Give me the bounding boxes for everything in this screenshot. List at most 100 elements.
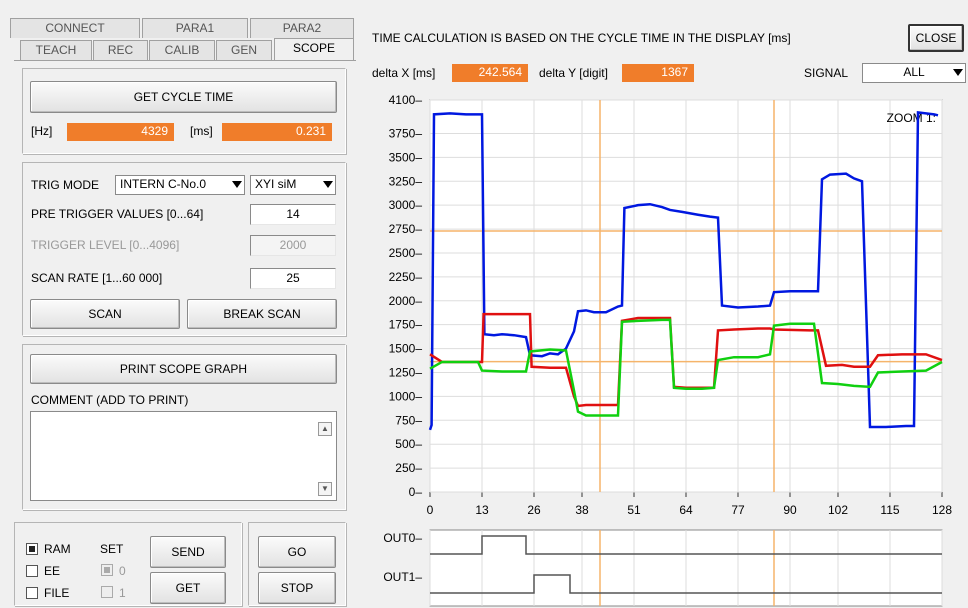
set0-label: 0 xyxy=(119,564,126,578)
out-signal-1 xyxy=(430,574,942,594)
ms-value: 0.231 xyxy=(222,123,332,141)
file-label: FILE xyxy=(44,586,70,600)
memory-panel xyxy=(14,522,242,606)
signal-select[interactable]: ALL xyxy=(862,63,966,83)
x-tick-label: 13 xyxy=(475,503,489,517)
chevron-down-icon xyxy=(323,181,333,188)
file-checkbox[interactable] xyxy=(26,587,38,599)
set-label: SET xyxy=(100,542,124,556)
trigger-panel xyxy=(22,162,346,336)
tab-para2[interactable]: PARA2 xyxy=(250,18,354,38)
y-tick-label: 750– xyxy=(395,413,422,427)
y-tick-label: 3250– xyxy=(389,174,423,188)
tab-scope[interactable]: SCOPE xyxy=(274,38,354,60)
cycle-panel xyxy=(22,68,346,154)
tab-para1[interactable]: PARA1 xyxy=(142,18,248,38)
trig-signal-value: XYI siM xyxy=(255,177,297,191)
x-tick-label: 51 xyxy=(627,503,641,517)
ms-label: [ms] xyxy=(190,124,213,138)
trig-mode-label: TRIG MODE xyxy=(31,178,99,192)
signal-value: ALL xyxy=(903,65,925,79)
ee-checkbox[interactable] xyxy=(26,565,38,577)
tab-calib[interactable]: CALIB xyxy=(149,40,215,60)
y-tick-label: 0– xyxy=(409,485,423,499)
tab-connect[interactable]: CONNECT xyxy=(10,18,140,38)
go-button[interactable]: GO xyxy=(258,536,336,568)
trigger-level-label: TRIGGER LEVEL [0...4096] xyxy=(31,238,180,252)
pre-trigger-input[interactable]: 14 xyxy=(250,204,336,225)
scroll-down-icon[interactable]: ▼ xyxy=(318,482,332,496)
comment-label: COMMENT (ADD TO PRINT) xyxy=(31,393,189,407)
scan-rate-input[interactable]: 25 xyxy=(250,268,336,289)
scope-chart[interactable]: 0 13 26 38 51 64 77 90 102 115 128 0– 250– 500– 750– 10… xyxy=(360,90,968,608)
delta-y-label: delta Y [digit] xyxy=(539,66,608,80)
scan-button[interactable]: SCAN xyxy=(30,299,180,329)
stop-button[interactable]: STOP xyxy=(258,572,336,604)
close-button[interactable]: CLOSE xyxy=(908,24,964,52)
send-button[interactable]: SEND xyxy=(150,536,226,568)
delta-y-value: 1367 xyxy=(622,64,694,82)
y-tick-label: 500– xyxy=(395,437,422,451)
chevron-down-icon xyxy=(232,181,242,188)
tab-gen[interactable]: GEN xyxy=(216,40,272,60)
comment-textarea[interactable]: ▲ ▼ xyxy=(30,411,337,501)
y-tick-label: 2750– xyxy=(389,222,423,236)
tab-rec[interactable]: REC xyxy=(93,40,148,60)
y-tick-label: 1250– xyxy=(389,365,423,379)
hz-value: 4329 xyxy=(67,123,174,141)
x-tick-label: 102 xyxy=(828,503,848,517)
x-tick-label: 0 xyxy=(427,503,434,517)
x-tick-label: 115 xyxy=(880,503,899,517)
signal-label: SIGNAL xyxy=(804,66,849,80)
delta-x-label: delta X [ms] xyxy=(372,66,436,80)
trigger-level-input[interactable]: 2000 xyxy=(250,235,336,256)
x-tick-label: 90 xyxy=(783,503,797,517)
y-tick-label: 2500– xyxy=(389,246,423,260)
y-tick-label: 3000– xyxy=(389,198,423,212)
scroll-up-icon[interactable]: ▲ xyxy=(318,422,332,436)
out-label: OUT0– xyxy=(383,531,422,545)
y-tick-label: 2250– xyxy=(389,270,423,284)
break-scan-button[interactable]: BREAK SCAN xyxy=(187,299,337,329)
y-tick-label: 250– xyxy=(395,461,422,475)
y-tick-label: 2000– xyxy=(389,294,423,308)
ram-checkbox[interactable] xyxy=(26,543,38,555)
x-tick-label: 77 xyxy=(731,503,745,517)
hz-label: [Hz] xyxy=(31,124,53,138)
print-panel xyxy=(22,344,346,510)
y-tick-label: 1000– xyxy=(389,389,423,403)
trig-mode-select[interactable]: INTERN C-No.0 xyxy=(115,175,245,195)
series-2-line xyxy=(429,318,943,417)
tab-content-border xyxy=(14,60,356,61)
delta-x-value: 242.564 xyxy=(452,64,528,82)
x-tick-label: 38 xyxy=(575,503,589,517)
set0-checkbox[interactable] xyxy=(101,564,113,576)
pre-trigger-label: PRE TRIGGER VALUES [0...64] xyxy=(31,207,204,221)
set1-checkbox[interactable] xyxy=(101,586,113,598)
series-0-line xyxy=(428,111,939,431)
set1-label: 1 xyxy=(119,586,126,600)
time-calc-info: TIME CALCULATION IS BASED ON THE CYCLE T… xyxy=(372,31,791,45)
y-tick-label: 3500– xyxy=(389,150,423,164)
get-cycle-time-button[interactable]: GET CYCLE TIME xyxy=(30,81,337,113)
trig-signal-select[interactable]: XYI siM xyxy=(250,175,336,195)
chevron-down-icon xyxy=(953,69,963,76)
out-label: OUT1– xyxy=(383,570,422,584)
y-tick-label: 1500– xyxy=(389,342,423,356)
out-signal-0 xyxy=(430,535,942,555)
y-tick-label: 1750– xyxy=(389,318,423,332)
tab-teach[interactable]: TEACH xyxy=(20,40,92,60)
y-tick-label: 4100– xyxy=(389,93,423,107)
x-tick-label: 128 xyxy=(932,503,952,517)
trig-mode-value: INTERN C-No.0 xyxy=(120,177,207,191)
print-scope-graph-button[interactable]: PRINT SCOPE GRAPH xyxy=(30,354,337,384)
x-tick-label: 26 xyxy=(527,503,541,517)
ram-label: RAM xyxy=(44,542,71,556)
y-tick-label: 3750– xyxy=(389,126,423,140)
zoom-label: ZOOM 1: xyxy=(887,111,936,125)
run-panel xyxy=(248,522,346,606)
ee-label: EE xyxy=(44,564,61,578)
get-button[interactable]: GET xyxy=(150,572,226,604)
scan-rate-label: SCAN RATE [1...60 000] xyxy=(31,271,163,285)
x-tick-label: 64 xyxy=(679,503,693,517)
